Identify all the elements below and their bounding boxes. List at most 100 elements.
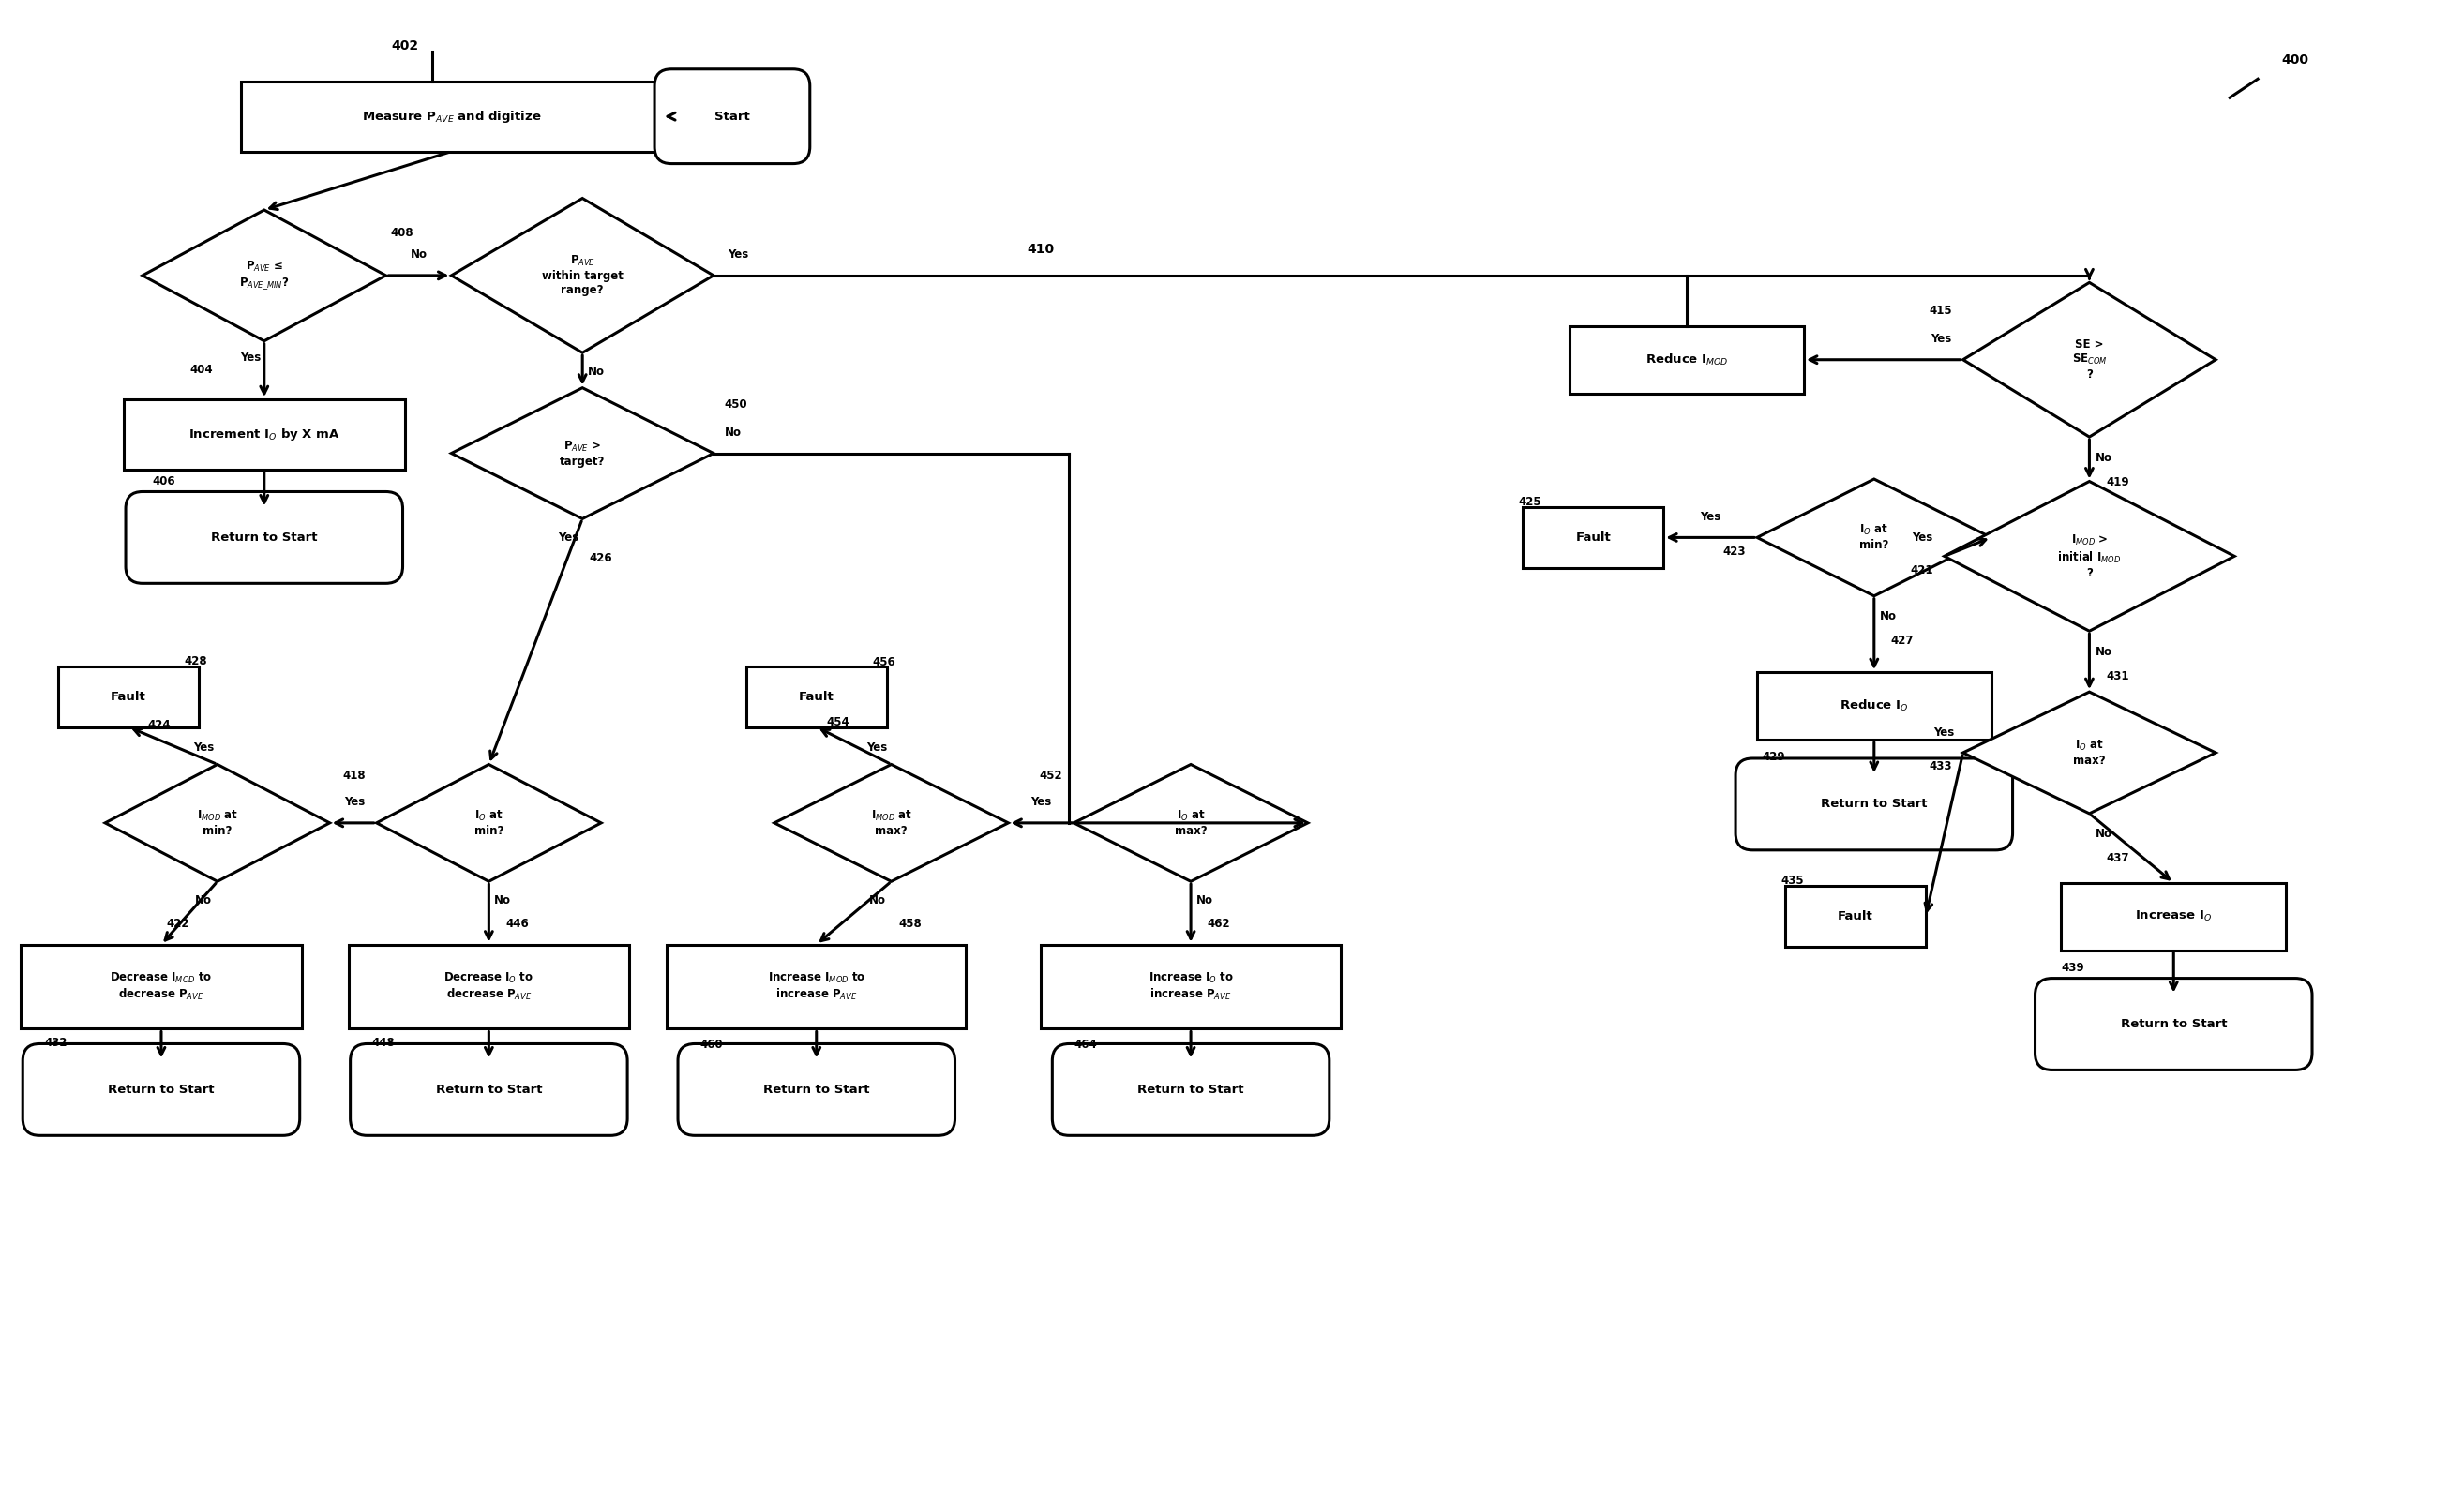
Text: 424: 424 xyxy=(148,720,170,732)
Text: No: No xyxy=(2094,829,2112,841)
Text: Fault: Fault xyxy=(1574,531,1611,544)
FancyBboxPatch shape xyxy=(59,667,200,727)
FancyBboxPatch shape xyxy=(1523,507,1663,569)
Text: No: No xyxy=(2094,646,2112,658)
Text: 456: 456 xyxy=(872,656,897,668)
Text: I$_{MOD}$ at
max?: I$_{MOD}$ at max? xyxy=(870,809,912,838)
Text: 400: 400 xyxy=(2282,54,2309,67)
Text: Return to Start: Return to Start xyxy=(764,1084,870,1096)
Text: No: No xyxy=(724,426,742,438)
Text: 427: 427 xyxy=(1890,635,1915,647)
Text: Yes: Yes xyxy=(1030,797,1052,809)
Polygon shape xyxy=(1944,481,2235,631)
Text: P$_{AVE}$ ≤
P$_{AVE\_MIN}$?: P$_{AVE}$ ≤ P$_{AVE\_MIN}$? xyxy=(239,260,288,292)
Text: Reduce I$_{MOD}$: Reduce I$_{MOD}$ xyxy=(1646,352,1727,367)
Polygon shape xyxy=(1757,479,1991,596)
FancyBboxPatch shape xyxy=(1042,945,1340,1028)
FancyBboxPatch shape xyxy=(1052,1043,1331,1136)
Text: No: No xyxy=(495,894,513,906)
Text: I$_{MOD}$ >
initial I$_{MOD}$
?: I$_{MOD}$ > initial I$_{MOD}$ ? xyxy=(2057,534,2122,579)
FancyBboxPatch shape xyxy=(347,945,628,1028)
Text: P$_{AVE}$
within target
range?: P$_{AVE}$ within target range? xyxy=(542,254,623,296)
Text: Yes: Yes xyxy=(557,531,579,544)
Text: Yes: Yes xyxy=(727,249,749,262)
Text: 439: 439 xyxy=(2062,962,2085,974)
Text: Increment I$_O$ by X mA: Increment I$_O$ by X mA xyxy=(187,426,340,443)
Text: 404: 404 xyxy=(190,364,212,376)
Text: 423: 423 xyxy=(1722,546,1747,558)
FancyBboxPatch shape xyxy=(668,945,966,1028)
Text: 418: 418 xyxy=(342,770,365,782)
FancyBboxPatch shape xyxy=(2062,883,2287,950)
Text: 448: 448 xyxy=(372,1037,394,1049)
Text: 419: 419 xyxy=(2107,476,2129,488)
FancyBboxPatch shape xyxy=(678,1043,956,1136)
Polygon shape xyxy=(451,198,715,352)
Polygon shape xyxy=(143,210,387,342)
Text: 450: 450 xyxy=(724,399,747,411)
Text: 410: 410 xyxy=(1027,243,1055,256)
FancyBboxPatch shape xyxy=(1757,673,1991,739)
Text: No: No xyxy=(1198,894,1212,906)
Text: Yes: Yes xyxy=(192,741,214,753)
Text: I$_O$ at
min?: I$_O$ at min? xyxy=(473,809,503,838)
Text: Return to Start: Return to Start xyxy=(436,1084,542,1096)
FancyBboxPatch shape xyxy=(123,399,404,470)
Text: Increase I$_O$ to
increase P$_{AVE}$: Increase I$_O$ to increase P$_{AVE}$ xyxy=(1148,971,1234,1002)
FancyBboxPatch shape xyxy=(2035,978,2311,1070)
Text: Measure P$_{AVE}$ and digitize: Measure P$_{AVE}$ and digitize xyxy=(362,109,542,124)
Text: 406: 406 xyxy=(153,475,175,487)
Text: Yes: Yes xyxy=(345,797,365,809)
Polygon shape xyxy=(1964,692,2215,813)
Polygon shape xyxy=(451,387,715,519)
Text: Return to Start: Return to Start xyxy=(2122,1018,2227,1030)
Text: 452: 452 xyxy=(1040,770,1062,782)
Text: 464: 464 xyxy=(1074,1039,1096,1051)
Text: Reduce I$_O$: Reduce I$_O$ xyxy=(1841,699,1910,714)
Text: 425: 425 xyxy=(1518,496,1542,508)
Text: 408: 408 xyxy=(392,227,414,239)
Text: No: No xyxy=(870,894,885,906)
Text: Fault: Fault xyxy=(798,691,835,703)
Text: 460: 460 xyxy=(700,1039,722,1051)
Text: No: No xyxy=(1880,611,1897,623)
Text: 421: 421 xyxy=(1910,564,1934,576)
Text: 432: 432 xyxy=(44,1037,67,1049)
Text: I$_O$ at
min?: I$_O$ at min? xyxy=(1860,523,1890,552)
FancyBboxPatch shape xyxy=(241,82,663,151)
Text: Return to Start: Return to Start xyxy=(108,1084,214,1096)
Text: Fault: Fault xyxy=(1838,910,1873,922)
Text: No: No xyxy=(409,249,426,262)
Text: 428: 428 xyxy=(185,655,207,667)
Text: No: No xyxy=(589,366,604,378)
Text: 426: 426 xyxy=(589,552,614,564)
Polygon shape xyxy=(1074,765,1308,881)
Text: Decrease I$_O$ to
decrease P$_{AVE}$: Decrease I$_O$ to decrease P$_{AVE}$ xyxy=(444,971,535,1002)
FancyBboxPatch shape xyxy=(747,667,887,727)
Text: Increase I$_O$: Increase I$_O$ xyxy=(2136,909,2213,924)
FancyBboxPatch shape xyxy=(1735,759,2013,850)
Text: Yes: Yes xyxy=(1912,531,1934,544)
Text: Return to Start: Return to Start xyxy=(212,531,318,544)
Text: I$_{MOD}$ at
min?: I$_{MOD}$ at min? xyxy=(197,809,239,838)
Text: 433: 433 xyxy=(1929,761,1951,773)
Text: 437: 437 xyxy=(2107,853,2129,865)
Text: 462: 462 xyxy=(1207,918,1230,930)
Text: Return to Start: Return to Start xyxy=(1138,1084,1244,1096)
Text: No: No xyxy=(2094,452,2112,464)
FancyBboxPatch shape xyxy=(1570,327,1804,393)
Text: 415: 415 xyxy=(1929,305,1951,318)
FancyBboxPatch shape xyxy=(655,70,811,163)
Text: Fault: Fault xyxy=(111,691,145,703)
Text: 422: 422 xyxy=(168,918,190,930)
Text: 431: 431 xyxy=(2107,670,2129,682)
Text: 446: 446 xyxy=(505,918,527,930)
Text: Yes: Yes xyxy=(1932,333,1951,345)
Polygon shape xyxy=(106,765,330,881)
Text: 402: 402 xyxy=(392,39,419,53)
FancyBboxPatch shape xyxy=(350,1043,628,1136)
Text: Yes: Yes xyxy=(1934,726,1954,738)
Text: 435: 435 xyxy=(1781,875,1804,888)
Text: I$_O$ at
max?: I$_O$ at max? xyxy=(2072,739,2107,767)
Text: 454: 454 xyxy=(825,717,850,729)
